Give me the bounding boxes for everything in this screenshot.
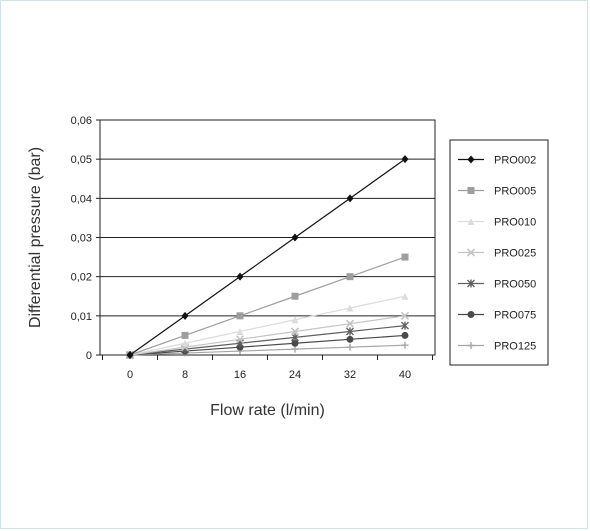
y-tick-label: 0,06 (71, 115, 92, 127)
data-point-triangle (236, 328, 244, 335)
legend-label: PRO025 (494, 248, 536, 260)
data-point-x (235, 335, 245, 344)
series-line (129, 158, 406, 356)
y-tick-label: 0,02 (71, 272, 92, 284)
y-tick-label: 0 (86, 350, 92, 362)
data-point-triangle (467, 218, 475, 225)
x-axis-title: Flow rate (l/min) (210, 402, 325, 419)
data-point-asterisk (346, 327, 354, 336)
data-point-diamond (236, 272, 244, 281)
data-point-asterisk (401, 321, 409, 330)
data-point-x (345, 319, 355, 328)
legend-label: PRO075 (494, 310, 536, 322)
series-group (125, 155, 410, 360)
data-point-square (401, 253, 409, 261)
data-point-square (291, 292, 299, 300)
legend-item: PRO002 (458, 155, 536, 167)
legend-item: PRO005 (458, 186, 536, 198)
series-line (129, 334, 406, 356)
data-point-diamond (467, 155, 475, 164)
y-axis: 0 0,01 0,02 0,03 0,04 0,05 0,06 (71, 115, 100, 362)
data-point-circle (401, 331, 409, 339)
series-line (129, 315, 406, 356)
data-point-circle (467, 311, 475, 318)
data-point-square (467, 187, 475, 194)
data-point-diamond (181, 311, 189, 320)
data-point-triangle (291, 316, 299, 324)
data-point-square (181, 331, 189, 339)
y-axis-title: Differential pressure (bar) (27, 147, 44, 328)
legend: PRO002 PRO005 PRO010 PRO025 PRO050 PRO075 PRO1… (449, 139, 549, 366)
series-line (129, 344, 406, 356)
series-pro010 (126, 292, 409, 359)
legend-label: PRO010 (494, 217, 536, 229)
data-point-plus (467, 342, 475, 349)
y-tick-label: 0,05 (71, 154, 92, 166)
x-tick-label: 24 (289, 369, 301, 381)
data-point-square (346, 273, 354, 281)
grid-lines (100, 158, 435, 317)
series-pro005 (126, 253, 409, 359)
legend-item: PRO010 (458, 217, 536, 229)
x-tick-label: 0 (127, 369, 133, 381)
legend-label: PRO125 (494, 341, 536, 353)
x-tick-label: 40 (399, 369, 411, 381)
legend-item: PRO075 (458, 310, 536, 322)
data-point-plus (401, 341, 409, 349)
data-point-plus (291, 345, 299, 353)
x-tick-label: 16 (234, 369, 246, 381)
series-line (129, 295, 406, 356)
x-tick-label: 8 (182, 369, 188, 381)
data-point-plus (346, 343, 354, 351)
data-point-circle (346, 335, 354, 343)
y-tick-label: 0,01 (71, 311, 92, 323)
data-point-diamond (346, 194, 354, 203)
data-point-x (466, 248, 476, 257)
x-tick-label: 32 (344, 369, 356, 381)
data-point-diamond (291, 233, 299, 242)
legend-label: PRO050 (494, 279, 536, 291)
series-pro002 (126, 155, 409, 359)
data-point-diamond (401, 155, 409, 164)
legend-item: PRO050 (458, 279, 536, 291)
legend-label: PRO005 (494, 186, 536, 198)
data-point-diamond (126, 351, 134, 359)
y-tick-label: 0,03 (71, 233, 92, 245)
data-point-triangle (401, 292, 409, 300)
data-point-asterisk (467, 279, 475, 288)
data-point-circle (291, 339, 299, 347)
data-point-asterisk (291, 333, 299, 342)
data-point-triangle (181, 339, 189, 347)
x-axis: 0 8 16 24 32 40 (102, 355, 433, 381)
legend-item: PRO025 (458, 248, 536, 260)
legend-label: PRO002 (494, 155, 536, 167)
legend-item: PRO125 (458, 341, 536, 353)
y-tick-label: 0,04 (71, 193, 92, 205)
series-pro025 (125, 311, 410, 360)
data-point-x (400, 311, 410, 320)
data-point-square (236, 312, 244, 320)
series-line (129, 325, 406, 356)
series-line (129, 256, 406, 356)
data-point-triangle (346, 304, 354, 312)
data-point-x (290, 327, 300, 336)
